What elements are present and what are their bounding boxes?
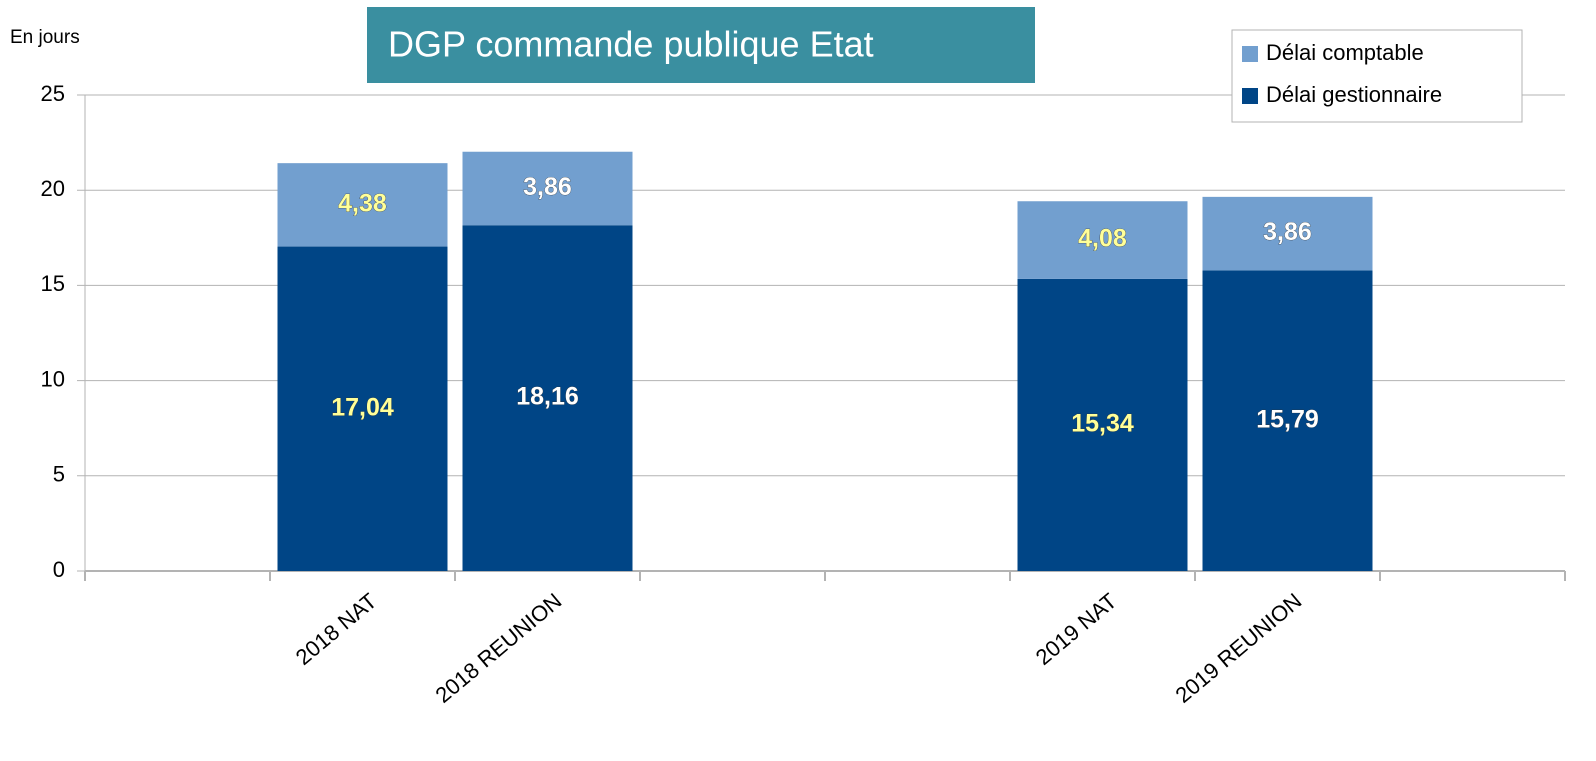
x-tick-label: 2019 NAT [1031, 588, 1122, 670]
bar-segment [462, 151, 633, 226]
y-tick-label: 25 [41, 81, 65, 106]
bar-segment [277, 246, 448, 571]
bar-segment [462, 225, 633, 572]
value-label: 4,38 [338, 189, 387, 217]
bar-segment [277, 163, 448, 247]
value-label: 17,04 [331, 393, 394, 421]
y-tick-label: 20 [41, 176, 65, 201]
bar-segment [1202, 270, 1373, 571]
chart-title: DGP commande publique Etat [388, 24, 874, 65]
x-tick-label: 2018 NAT [291, 588, 382, 670]
legend-label: Délai comptable [1266, 40, 1424, 65]
y-tick-label: 10 [41, 366, 65, 391]
y-tick-label: 5 [53, 462, 65, 487]
value-label: 15,79 [1256, 405, 1319, 433]
y-tick-label: 0 [53, 557, 65, 582]
bar-segment [1017, 278, 1188, 571]
legend-label: Délai gestionnaire [1266, 82, 1442, 107]
y-axis-label: En jours [10, 27, 80, 48]
legend-swatch [1242, 46, 1258, 62]
x-tick-label: 2019 REUNION [1170, 588, 1306, 708]
value-label: 15,34 [1071, 410, 1134, 438]
value-label: 3,86 [523, 173, 572, 201]
legend-box [1231, 29, 1523, 123]
y-tick-label: 15 [41, 271, 65, 296]
value-label: 4,08 [1078, 225, 1127, 253]
value-label: 3,86 [1263, 218, 1312, 246]
legend-swatch [1242, 88, 1258, 104]
bar-segment [1017, 201, 1188, 279]
bar-segment [1202, 196, 1373, 271]
value-label: 18,16 [516, 383, 579, 411]
x-tick-label: 2018 REUNION [430, 588, 566, 708]
title-box [367, 7, 1035, 83]
